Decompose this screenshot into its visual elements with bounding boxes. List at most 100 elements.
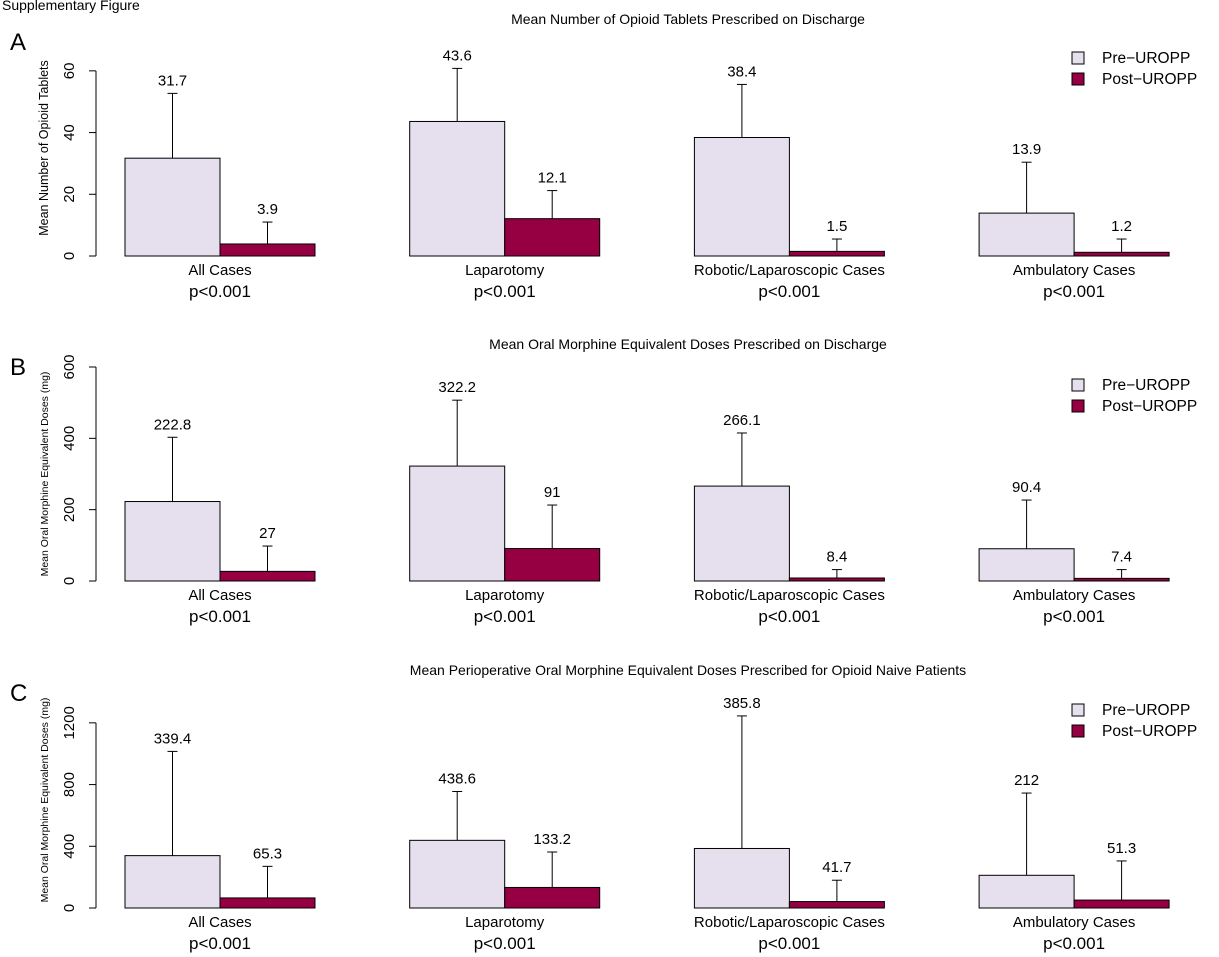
y-axis-label: Mean Oral Morphine Equivalent Doses (mg) <box>39 698 51 903</box>
bar-post-uropp <box>788 901 885 909</box>
bar-value-label: 339.4 <box>154 730 192 747</box>
p-value-label: p<0.001 <box>758 934 820 953</box>
bar-pre-uropp <box>124 501 221 582</box>
bar-value-label: 38.4 <box>727 63 756 80</box>
chart-panel-c: Mean Perioperative Oral Morphine Equival… <box>10 662 1197 953</box>
panel-letter: A <box>10 29 26 56</box>
category-label: All Cases <box>188 587 251 604</box>
bar-pre-uropp <box>693 485 790 582</box>
bar-pre-uropp <box>124 855 221 909</box>
bar-pre-uropp <box>124 157 221 257</box>
p-value-label: p<0.001 <box>758 282 820 301</box>
bar-value-label: 41.7 <box>822 859 851 876</box>
p-value-label: p<0.001 <box>474 607 536 626</box>
y-tick-label: 200 <box>61 497 78 522</box>
bar-pre-uropp <box>693 847 790 909</box>
bar-value-label: 91 <box>544 484 561 501</box>
bar-value-label: 212 <box>1014 772 1039 789</box>
category-label: Ambulatory Cases <box>1013 587 1136 604</box>
bar-pre-uropp <box>978 874 1075 909</box>
bar-value-label: 13.9 <box>1012 141 1041 158</box>
bar-value-label: 133.2 <box>533 831 571 848</box>
p-value-label: p<0.001 <box>474 934 536 953</box>
legend-label: Post−UROPP <box>1102 398 1197 415</box>
category-label: Robotic/Laparoscopic Cases <box>694 914 885 931</box>
bar-value-label: 27 <box>259 525 276 542</box>
legend-swatch <box>1071 724 1085 738</box>
panel-letter: B <box>10 354 26 381</box>
legend-label: Pre−UROPP <box>1102 50 1190 67</box>
chart-title: Mean Number of Opioid Tablets Prescribed… <box>511 11 865 27</box>
bar-value-label: 438.6 <box>438 771 476 788</box>
category-label: Robotic/Laparoscopic Cases <box>694 262 885 279</box>
y-tick-label: 600 <box>61 354 78 379</box>
y-tick-label: 1200 <box>61 706 78 739</box>
bar-pre-uropp <box>409 120 506 257</box>
bar-post-uropp <box>504 886 601 909</box>
category-label: Ambulatory Cases <box>1013 262 1136 279</box>
y-axis-label: Mean Oral Morphine Equivalent Doses (mg) <box>39 372 51 577</box>
bar-post-uropp <box>1073 899 1170 909</box>
bar-post-uropp <box>504 548 601 582</box>
bar-value-label: 90.4 <box>1012 479 1041 496</box>
bar-post-uropp <box>1073 251 1170 257</box>
legend-swatch <box>1071 51 1085 65</box>
category-label: All Cases <box>188 262 251 279</box>
bar-value-label: 3.9 <box>257 201 278 218</box>
bar-pre-uropp <box>978 548 1075 582</box>
category-label: All Cases <box>188 914 251 931</box>
p-value-label: p<0.001 <box>1043 282 1105 301</box>
legend-swatch <box>1071 399 1085 413</box>
bar-value-label: 51.3 <box>1107 840 1136 857</box>
p-value-label: p<0.001 <box>758 607 820 626</box>
bar-post-uropp <box>219 897 316 909</box>
p-value-label: p<0.001 <box>474 282 536 301</box>
bar-post-uropp <box>219 570 316 582</box>
y-tick-label: 800 <box>61 772 78 797</box>
bar-pre-uropp <box>978 212 1075 257</box>
panel-letter: C <box>10 680 27 707</box>
bar-value-label: 222.8 <box>154 416 192 433</box>
bar-post-uropp <box>788 250 885 257</box>
y-tick-label: 400 <box>61 426 78 451</box>
category-label: Laparotomy <box>465 914 545 931</box>
category-label: Laparotomy <box>465 262 545 279</box>
bar-value-label: 43.6 <box>443 47 472 64</box>
bar-value-label: 12.1 <box>538 170 567 187</box>
category-label: Ambulatory Cases <box>1013 914 1136 931</box>
bar-post-uropp <box>788 577 885 582</box>
p-value-label: p<0.001 <box>1043 934 1105 953</box>
bar-post-uropp <box>1073 577 1170 582</box>
p-value-label: p<0.001 <box>189 934 251 953</box>
bar-pre-uropp <box>693 137 790 257</box>
chart-panel-b: Mean Oral Morphine Equivalent Doses Pres… <box>10 336 1197 626</box>
bar-value-label: 266.1 <box>723 412 761 429</box>
y-tick-label: 40 <box>61 124 78 141</box>
chart-title: Mean Perioperative Oral Morphine Equival… <box>410 662 966 678</box>
bar-value-label: 1.2 <box>1111 218 1132 235</box>
legend-swatch <box>1071 72 1085 86</box>
bar-value-label: 1.5 <box>826 218 847 235</box>
bar-post-uropp <box>219 243 316 257</box>
chart-panel-a: Mean Number of Opioid Tablets Prescribed… <box>10 11 1197 301</box>
y-tick-label: 60 <box>61 63 78 80</box>
p-value-label: p<0.001 <box>189 282 251 301</box>
bar-post-uropp <box>504 218 601 257</box>
figure-header-note: Supplementary Figure <box>2 0 140 13</box>
bar-value-label: 7.4 <box>1111 549 1132 566</box>
y-tick-label: 0 <box>61 252 78 260</box>
bar-value-label: 385.8 <box>723 695 761 712</box>
bar-pre-uropp <box>409 465 506 582</box>
y-tick-label: 20 <box>61 186 78 203</box>
bar-value-label: 8.4 <box>826 549 847 566</box>
legend-swatch <box>1071 378 1085 392</box>
legend-label: Pre−UROPP <box>1102 377 1190 394</box>
bar-value-label: 31.7 <box>158 72 187 89</box>
legend-label: Post−UROPP <box>1102 71 1197 88</box>
p-value-label: p<0.001 <box>189 607 251 626</box>
p-value-label: p<0.001 <box>1043 607 1105 626</box>
category-label: Laparotomy <box>465 587 545 604</box>
bar-value-label: 65.3 <box>253 845 282 862</box>
legend-label: Pre−UROPP <box>1102 702 1190 719</box>
